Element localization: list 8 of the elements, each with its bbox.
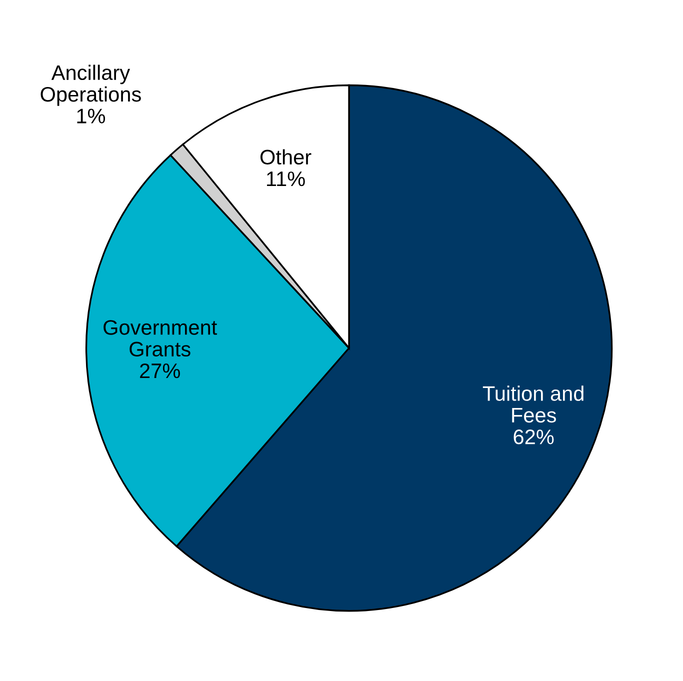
slice-label: Government Grants (104, 320, 218, 357)
data-label: 27% (140, 363, 180, 378)
slice-label: Other (260, 149, 312, 165)
data-label: 62% (514, 430, 554, 444)
slice-label: Tuition and Fees (482, 386, 584, 423)
data-label: 1% (77, 108, 106, 124)
data-label: 11% (267, 172, 305, 186)
slice-label: Ancillary Operations (40, 64, 141, 106)
